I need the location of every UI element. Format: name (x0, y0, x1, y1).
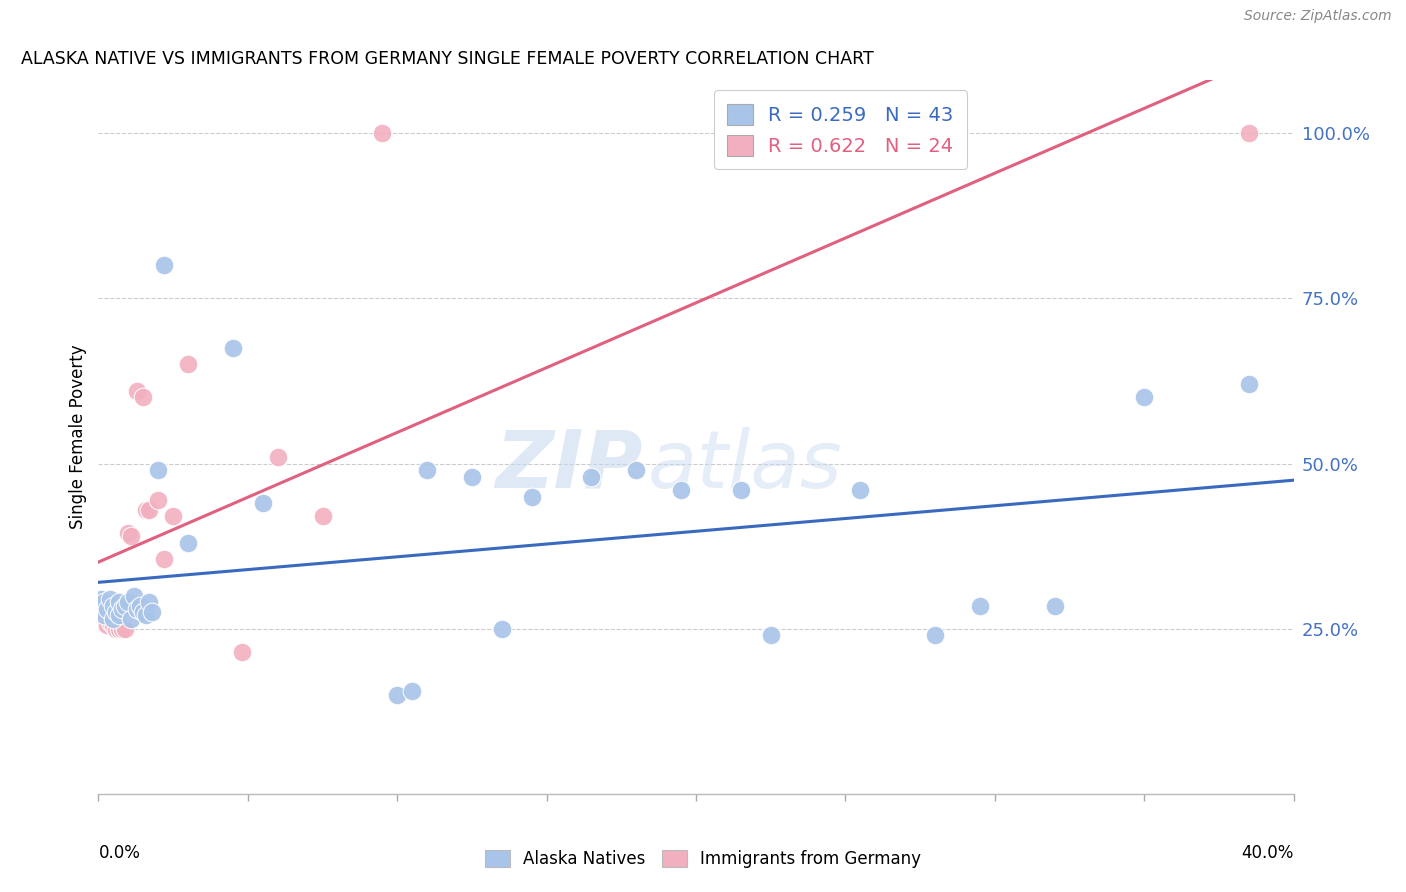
Point (96, 602, 118, 616)
Point (90, 615, 112, 629)
Point (103, 599, 125, 613)
Text: ALASKA NATIVE VS IMMIGRANTS FROM GERMANY SINGLE FEMALE POVERTY CORRELATION CHART: ALASKA NATIVE VS IMMIGRANTS FROM GERMANY… (21, 50, 873, 68)
Point (969, 599, 991, 613)
Point (129, 599, 152, 613)
Point (153, 552, 176, 566)
Point (759, 628, 782, 642)
Point (311, 509, 333, 524)
Point (520, 490, 543, 504)
Point (153, 258, 176, 272)
Point (120, 529, 142, 543)
Point (416, 463, 439, 477)
Point (177, 358, 200, 372)
Point (117, 595, 139, 609)
Point (108, 608, 131, 623)
Point (222, 341, 245, 355)
Point (669, 483, 692, 497)
Point (114, 622, 136, 636)
Point (148, 463, 170, 477)
Point (401, 684, 423, 698)
Point (135, 608, 157, 623)
Point (100, 615, 122, 629)
Text: Source: ZipAtlas.com: Source: ZipAtlas.com (1244, 9, 1392, 22)
Point (267, 450, 290, 464)
Point (105, 622, 128, 636)
Point (141, 605, 163, 619)
Point (1043, 599, 1066, 613)
Point (626, 463, 648, 477)
Point (103, 612, 125, 626)
Point (93, 615, 115, 629)
Point (111, 602, 134, 616)
Point (108, 622, 131, 636)
Point (849, 483, 872, 497)
Text: ZIP: ZIP (495, 426, 643, 505)
Point (132, 605, 155, 619)
Point (108, 595, 131, 609)
Point (924, 628, 946, 642)
Point (103, 618, 125, 632)
Y-axis label: Single Female Poverty: Single Female Poverty (69, 345, 87, 529)
Point (120, 612, 142, 626)
Point (252, 496, 274, 510)
Text: atlas: atlas (648, 426, 844, 505)
Point (135, 502, 157, 516)
Point (231, 645, 253, 659)
Point (371, 126, 394, 140)
Point (124, 589, 146, 603)
Point (1133, 391, 1156, 405)
Point (385, 688, 409, 702)
Point (461, 469, 484, 483)
Point (93, 595, 115, 609)
Point (96, 618, 118, 632)
Text: 40.0%: 40.0% (1241, 844, 1294, 862)
Point (93, 608, 115, 623)
Point (90, 591, 112, 606)
Point (127, 602, 149, 616)
Point (132, 391, 155, 405)
Point (114, 599, 136, 613)
Point (111, 622, 134, 636)
Point (100, 591, 122, 606)
Point (581, 469, 603, 483)
Legend: R = 0.259   N = 43, R = 0.622   N = 24: R = 0.259 N = 43, R = 0.622 N = 24 (714, 90, 967, 169)
Point (148, 492, 170, 507)
Point (491, 622, 513, 636)
Point (730, 483, 752, 497)
Point (127, 384, 149, 398)
Point (1237, 377, 1260, 392)
Point (138, 502, 160, 516)
Point (177, 536, 200, 550)
Legend: Alaska Natives, Immigrants from Germany: Alaska Natives, Immigrants from Germany (478, 843, 928, 875)
Point (162, 509, 184, 524)
Point (105, 605, 128, 619)
Text: 0.0%: 0.0% (98, 844, 141, 862)
Point (117, 525, 139, 540)
Point (138, 595, 160, 609)
Point (1237, 126, 1260, 140)
